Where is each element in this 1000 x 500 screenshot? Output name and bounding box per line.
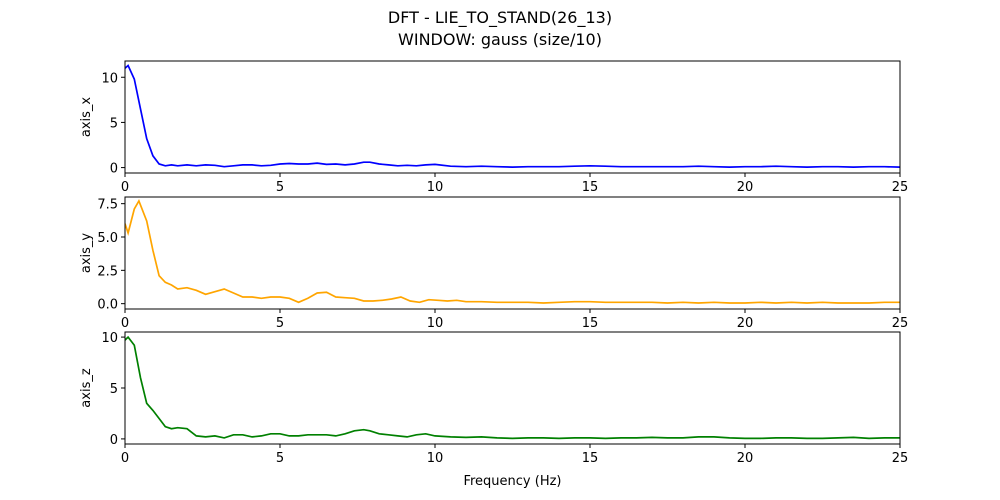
x-tick-label: 25: [892, 316, 909, 331]
axes-frame: [124, 60, 901, 174]
subplot-3: 0 5 10 15 20 25 0 5 10 axis_z Frequency (Hz): [79, 331, 908, 489]
x-tick-label: 10: [427, 180, 444, 195]
y-tick-label: 0: [110, 433, 118, 448]
x-tick-label: 10: [427, 316, 444, 331]
x-tick-label: 15: [582, 451, 599, 466]
series-line-axis_x: [125, 64, 900, 168]
x-tick-label: 10: [427, 451, 444, 466]
y-tick-label: 0: [110, 162, 118, 177]
y-axis-label: axis_y: [79, 233, 94, 274]
x-tick-label: 0: [121, 180, 129, 195]
axes-frame: [124, 196, 901, 310]
y-tick-label: 5.0: [97, 231, 118, 246]
x-tick-label: 5: [276, 451, 284, 466]
figure-subtitle: WINDOW: gauss (size/10): [398, 30, 602, 49]
x-tick-label: 20: [737, 180, 754, 195]
y-tick-label: 2.5: [97, 264, 118, 279]
axes-frame: [124, 331, 901, 445]
x-tick-label: 0: [121, 316, 129, 331]
subplot-1: 0 5 10 15 20 25 0 5 10 axis_x: [79, 60, 909, 195]
x-tick-label: 25: [892, 451, 909, 466]
y-tick-label: 0.0: [97, 298, 118, 313]
x-tick-label: 5: [276, 316, 284, 331]
series-line-axis_z: [125, 335, 900, 440]
figure-title: DFT - LIE_TO_STAND(26_13): [387, 8, 613, 27]
subplot-2: 0 5 10 15 20 25 0.0 2.5 5.0 7.5 axis_y: [79, 196, 909, 331]
y-tick-label: 5: [110, 116, 118, 131]
series-line-axis_y: [125, 199, 900, 304]
x-tick-label: 20: [737, 451, 754, 466]
x-tick-label: 15: [582, 180, 599, 195]
y-tick-label: 7.5: [97, 198, 118, 213]
y-tick-label: 10: [101, 331, 118, 346]
x-tick-label: 5: [276, 180, 284, 195]
x-axis-label: Frequency (Hz): [463, 474, 561, 489]
y-axis-label: axis_x: [79, 97, 94, 138]
y-tick-label: 10: [101, 71, 118, 86]
x-tick-label: 0: [121, 451, 129, 466]
x-tick-label: 15: [582, 316, 599, 331]
x-tick-label: 20: [737, 316, 754, 331]
y-axis-label: axis_z: [79, 368, 94, 408]
y-tick-label: 5: [110, 382, 118, 397]
x-tick-label: 25: [892, 180, 909, 195]
